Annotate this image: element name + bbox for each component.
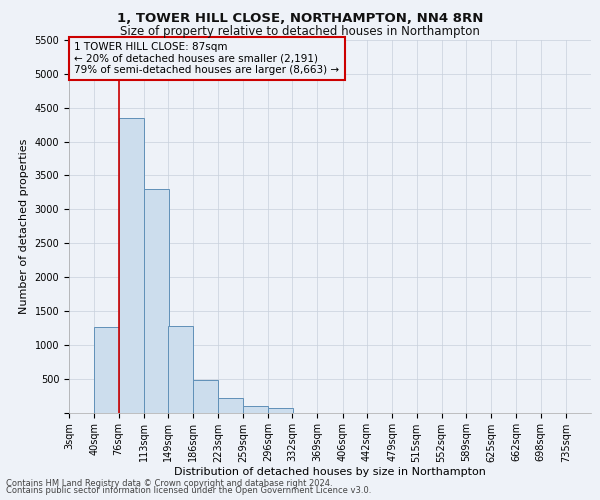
Bar [94,327,119,412]
Y-axis label: Number of detached properties: Number of detached properties [19,138,29,314]
Text: 1 TOWER HILL CLOSE: 87sqm
← 20% of detached houses are smaller (2,191)
79% of se: 1 TOWER HILL CLOSE: 87sqm ← 20% of detac… [74,42,340,75]
Text: Size of property relative to detached houses in Northampton: Size of property relative to detached ho… [120,25,480,38]
Text: 1, TOWER HILL CLOSE, NORTHAMPTON, NN4 8RN: 1, TOWER HILL CLOSE, NORTHAMPTON, NN4 8R… [117,12,483,26]
Bar [268,408,293,412]
Bar [119,118,143,412]
Bar [143,189,169,412]
Text: Contains HM Land Registry data © Crown copyright and database right 2024.: Contains HM Land Registry data © Crown c… [6,478,332,488]
Bar [218,398,244,412]
Bar [243,406,268,412]
X-axis label: Distribution of detached houses by size in Northampton: Distribution of detached houses by size … [174,468,486,477]
Text: Contains public sector information licensed under the Open Government Licence v3: Contains public sector information licen… [6,486,371,495]
Bar [168,326,193,412]
Bar [193,380,218,412]
